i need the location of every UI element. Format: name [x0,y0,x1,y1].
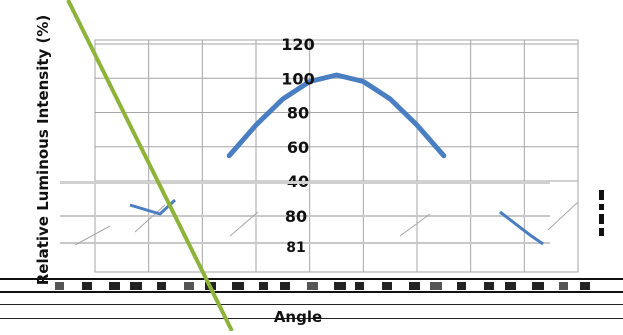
diagonal-overlay-line [66,0,234,332]
x-tick-glyph [334,282,346,290]
x-tick-glyph [355,282,364,290]
y-tick-label: 100 [281,69,314,88]
x-tick-glyph [82,282,92,290]
x-axis-label: Angle [274,308,322,326]
y-tick-label: 60 [287,138,309,157]
x-tick-glyph [157,282,166,290]
x-tick-glyph [130,282,142,290]
series-line [226,72,447,159]
right-edge-glyph [599,190,604,236]
x-tick-glyph [457,282,466,290]
x-tick-glyph [532,282,544,290]
x-tick-glyph [409,282,420,290]
y-axis-label: Relative Luminous Intensity (%) [34,15,52,286]
x-tick-glyph [232,282,244,290]
x-tick-garbled-glyphs [55,282,590,290]
x-tick-glyph [184,282,194,290]
x-tick-glyph [559,282,568,290]
series-group [226,72,447,159]
x-tick-glyph [307,282,318,290]
x-tick-glyph [484,282,494,290]
x-tick-glyph [580,282,590,290]
y-tick-labels: 120100806040 [281,35,314,191]
x-tick-glyph [505,282,516,290]
x-tick-glyph [259,282,268,290]
x-tick-glyph [280,282,290,290]
grid [94,39,579,273]
x-tick-glyph [109,282,120,290]
y-tick-label-ghost-80: 80 [285,207,307,226]
x-tick-glyph [382,282,392,290]
x-tick-glyph [55,282,64,290]
x-tick-glyph [430,282,442,290]
x-axis-band [0,278,623,319]
y-tick-label-ghost-dup: 81 [286,240,305,256]
y-tick-label: 120 [281,35,314,54]
y-tick-label: 80 [287,104,309,123]
